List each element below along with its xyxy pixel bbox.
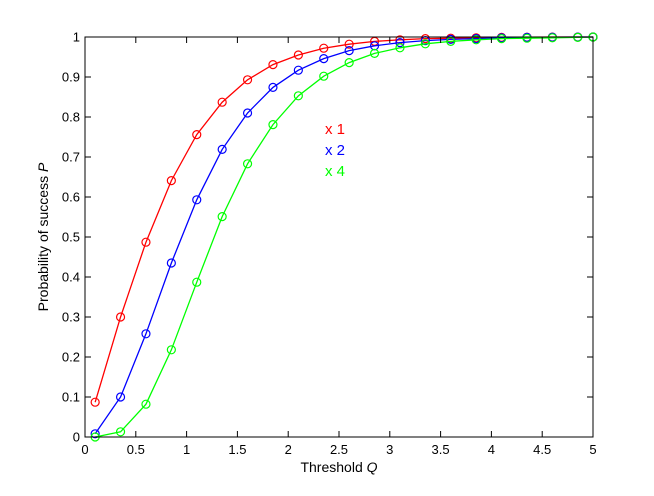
data-point-marker (217, 97, 227, 107)
data-point-marker (522, 33, 532, 43)
data-point-marker (344, 57, 354, 68)
data-point-marker (217, 144, 227, 154)
data-point-marker (242, 159, 253, 169)
series-line (94, 36, 594, 435)
legend-entry: x 2 (325, 142, 345, 159)
x-tick-label: 0 (81, 442, 88, 457)
data-point-marker (115, 392, 126, 402)
series-line (95, 36, 594, 438)
ticks-layer: 0 0.5 1 1.5 2 2.5 3 3.5 4 4.5 5 0 0.1 0.2 0.3 0.4 0.5 0.6… (62, 30, 597, 458)
data-point-marker (547, 33, 557, 43)
x-tick-label: 1.5 (228, 442, 246, 457)
data-point-marker (166, 345, 176, 355)
data-point-marker (319, 53, 329, 64)
legend-entry: x 4 (325, 163, 345, 180)
y-tick-label: 0.2 (62, 350, 80, 365)
x-tick-label: 0.5 (127, 442, 145, 457)
y-axis-label-text: Probability of success (35, 176, 51, 311)
data-point-marker (242, 108, 253, 118)
x-tick-label: 5 (589, 442, 596, 457)
data-point-marker (115, 312, 126, 322)
data-point-marker (496, 33, 507, 44)
data-point-marker (420, 39, 430, 49)
y-tick-label: 0.7 (62, 150, 80, 165)
data-point-marker (141, 237, 151, 247)
data-point-marker (90, 397, 100, 407)
series-2 (90, 32, 598, 439)
y-tick-label: 0.4 (62, 270, 80, 285)
legend-layer: x 1 x 2 x 4 (325, 121, 345, 180)
y-tick-label: 0.1 (62, 390, 80, 405)
data-point-marker (141, 329, 151, 339)
data-point-marker (293, 65, 303, 75)
y-axis-label-var: P (35, 162, 51, 172)
y-tick-label: 0.8 (62, 110, 80, 125)
data-point-marker (471, 35, 481, 45)
plot-frame (84, 36, 594, 438)
data-point-marker (217, 212, 227, 222)
data-point-marker (344, 39, 354, 49)
series-3 (90, 32, 598, 442)
x-tick-label: 3.5 (432, 442, 450, 457)
x-tick-label: 3 (386, 442, 393, 457)
y-tick-label: 0.3 (62, 310, 80, 325)
data-point-marker (166, 258, 176, 268)
y-axis-label: Probability of success P (35, 162, 51, 311)
legend-entry: x 1 (325, 121, 345, 138)
y-tick-label: 0.5 (62, 230, 80, 245)
data-point-marker (369, 48, 380, 59)
data-point-marker (293, 91, 303, 101)
data-point-marker (344, 45, 354, 56)
data-point-marker (141, 399, 151, 409)
y-tick-label: 0.6 (62, 190, 80, 205)
data-point-marker (319, 43, 329, 53)
data-point-marker (192, 130, 202, 140)
x-axis-label-var: Q (367, 459, 378, 475)
y-tick-label: 1 (73, 30, 80, 45)
y-tick-label: 0.9 (62, 70, 80, 85)
x-axis-label: Threshold Q (300, 459, 377, 475)
x-axis-label-text: Threshold (300, 459, 362, 475)
x-tick-label: 1 (183, 442, 190, 457)
data-point-marker (268, 82, 278, 93)
y-tick-label: 0 (73, 430, 80, 445)
data-point-marker (242, 75, 253, 85)
data-point-marker (319, 71, 329, 81)
series-layer (90, 32, 598, 442)
data-point-marker (166, 176, 176, 186)
x-tick-label: 2 (285, 442, 292, 457)
series-line (94, 36, 594, 403)
data-point-marker (90, 429, 100, 439)
data-point-marker (268, 119, 278, 130)
data-point-marker (192, 277, 202, 287)
data-point-marker (395, 43, 405, 53)
data-point-marker (395, 37, 405, 48)
data-point-marker (268, 59, 278, 70)
x-tick-label: 4 (488, 442, 495, 457)
data-point-marker (293, 50, 303, 60)
x-tick-label: 4.5 (533, 442, 551, 457)
data-point-marker (115, 427, 126, 437)
data-point-marker (192, 195, 202, 205)
x-tick-label: 2.5 (330, 442, 348, 457)
